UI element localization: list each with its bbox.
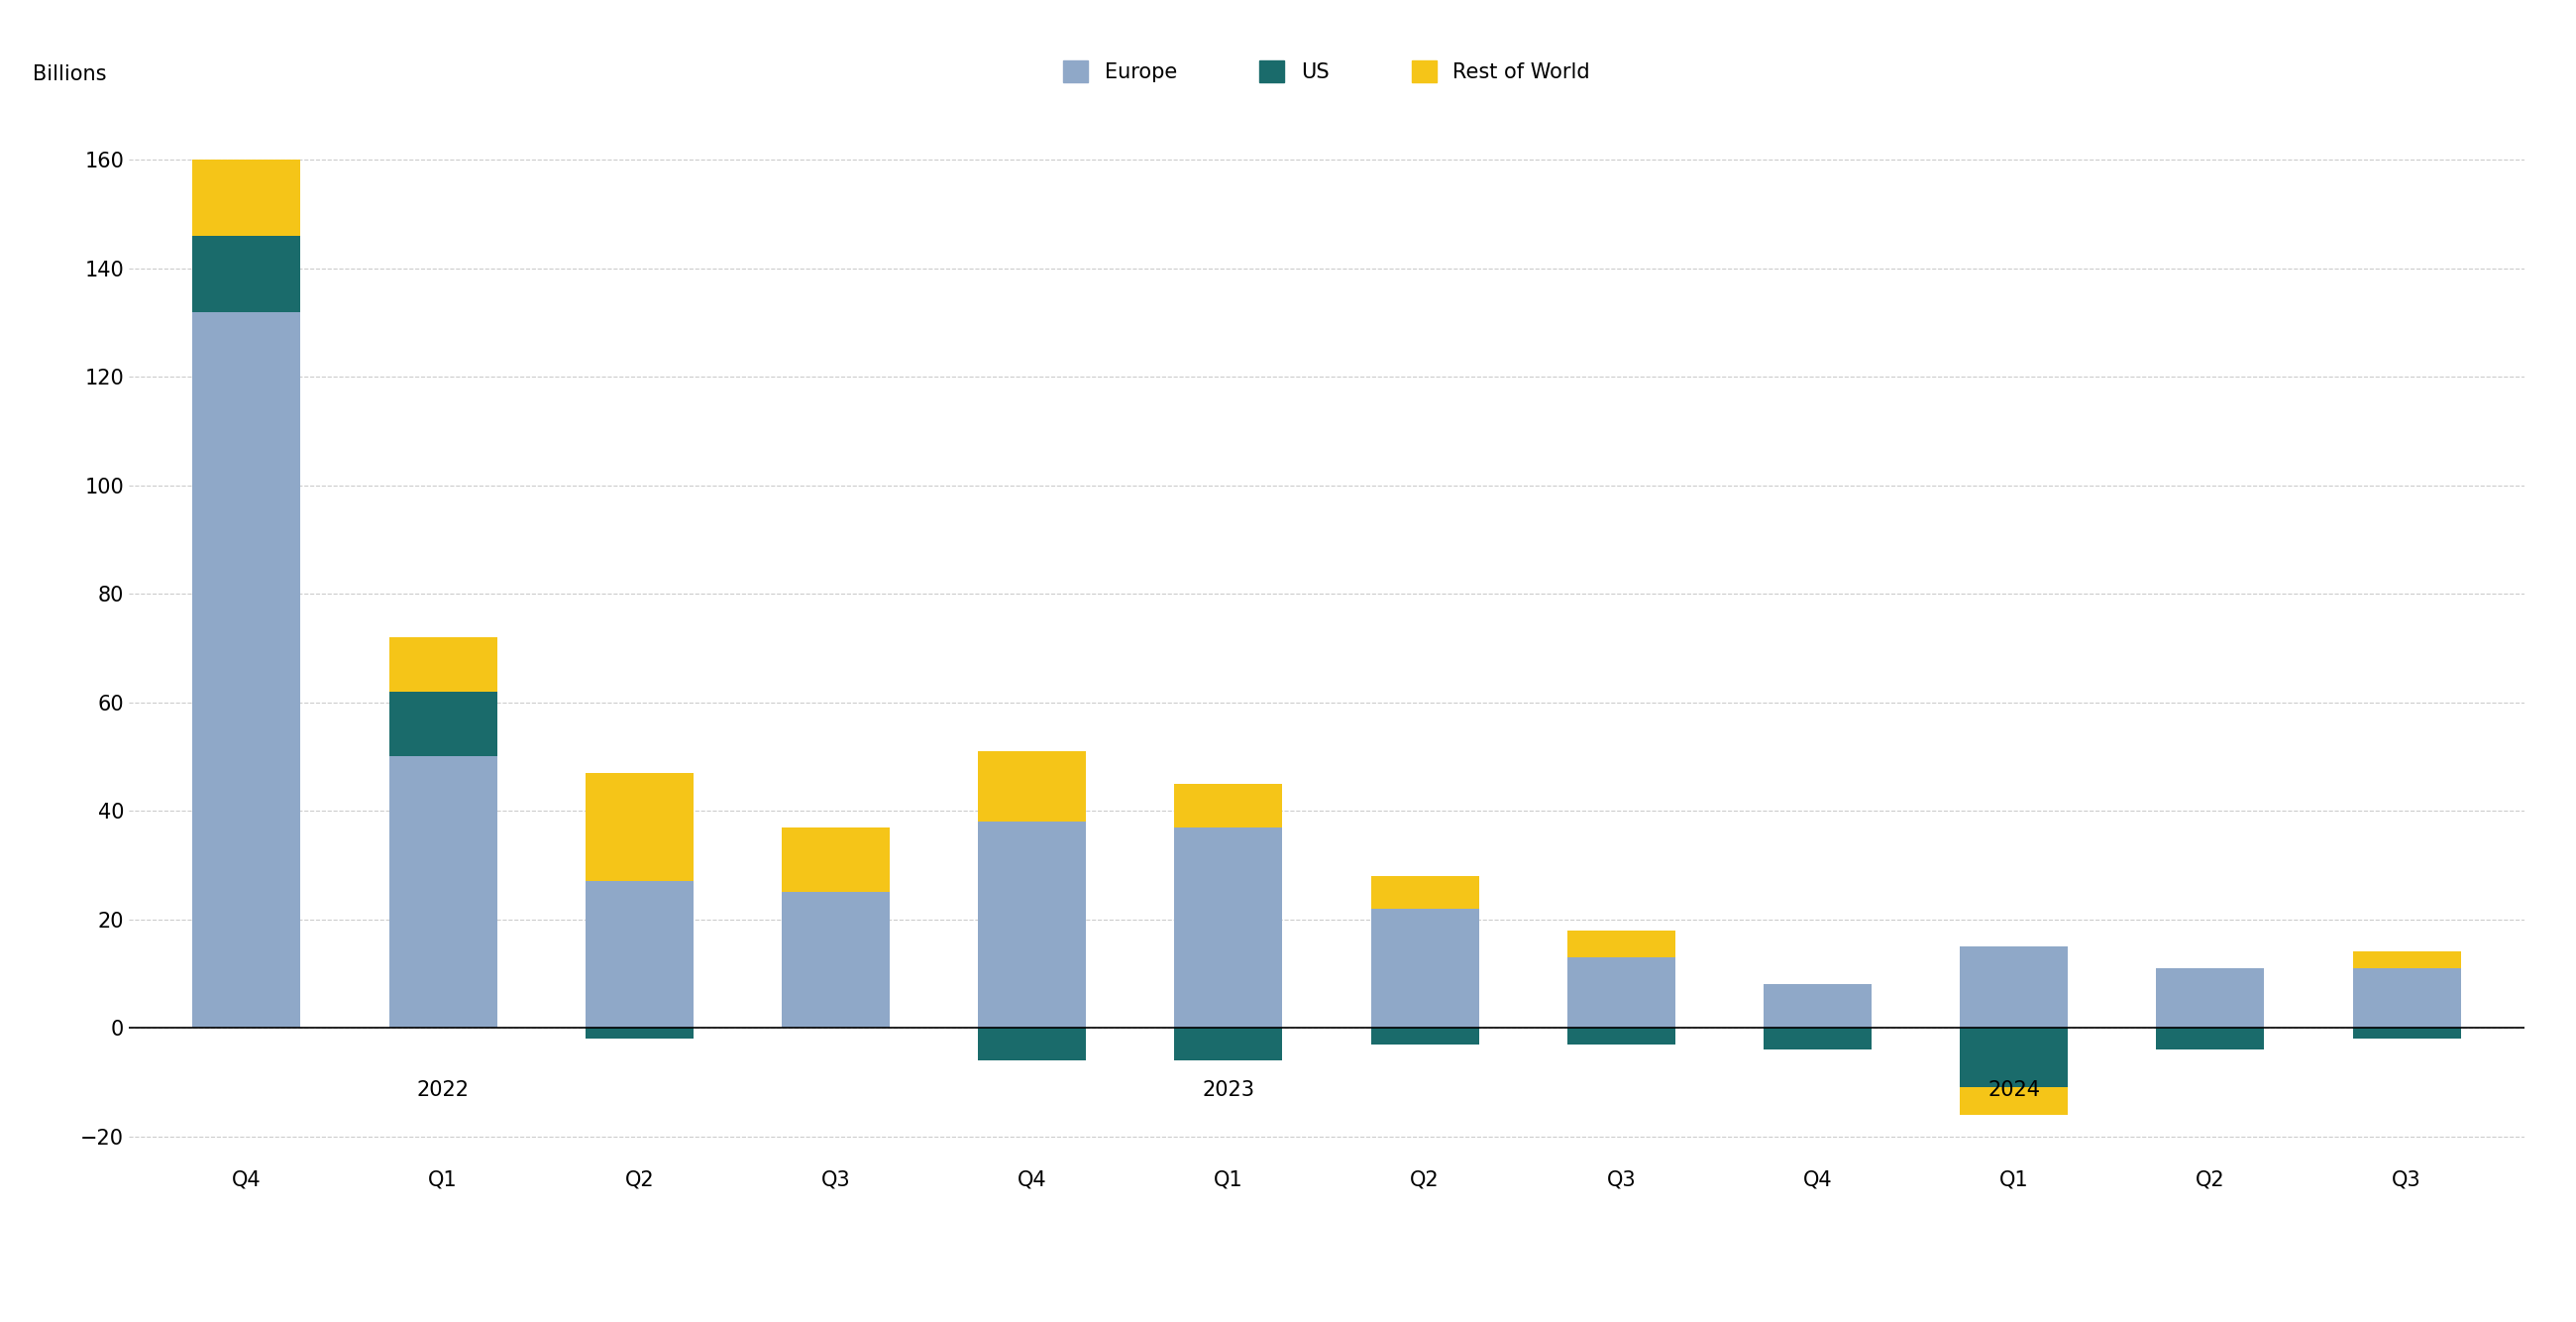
Bar — [1370, 1027, 1479, 1044]
Bar — [1370, 876, 1479, 908]
Bar — [1566, 957, 1674, 1027]
Bar — [389, 756, 497, 1027]
Bar — [2352, 1027, 2460, 1039]
Bar — [1370, 908, 1479, 1027]
Bar — [1960, 947, 2069, 1027]
Bar — [1175, 1027, 1283, 1060]
Bar — [585, 1027, 693, 1039]
Bar — [585, 773, 693, 882]
Bar — [193, 235, 301, 312]
Bar — [781, 892, 889, 1027]
Bar — [1566, 931, 1674, 957]
Bar — [1765, 985, 1873, 1027]
Bar — [193, 312, 301, 1027]
Text: Billions: Billions — [33, 65, 106, 85]
Bar — [979, 822, 1087, 1027]
Bar — [389, 691, 497, 756]
Bar — [1960, 1088, 2069, 1114]
Bar — [2156, 968, 2264, 1027]
Bar — [2352, 968, 2460, 1027]
Bar — [2352, 952, 2460, 968]
Text: 2022: 2022 — [417, 1080, 469, 1100]
Bar — [1175, 828, 1283, 1027]
Bar — [585, 882, 693, 1027]
Legend: Europe, US, Rest of World: Europe, US, Rest of World — [1054, 53, 1600, 91]
Bar — [389, 637, 497, 691]
Bar — [781, 828, 889, 892]
Bar — [1566, 1027, 1674, 1044]
Bar — [193, 160, 301, 235]
Bar — [979, 751, 1087, 822]
Bar — [979, 1027, 1087, 1060]
Bar — [1175, 784, 1283, 828]
Text: 2023: 2023 — [1203, 1080, 1255, 1100]
Bar — [2156, 1027, 2264, 1050]
Bar — [1960, 1027, 2069, 1088]
Text: 2024: 2024 — [1989, 1080, 2040, 1100]
Bar — [1765, 1027, 1873, 1050]
